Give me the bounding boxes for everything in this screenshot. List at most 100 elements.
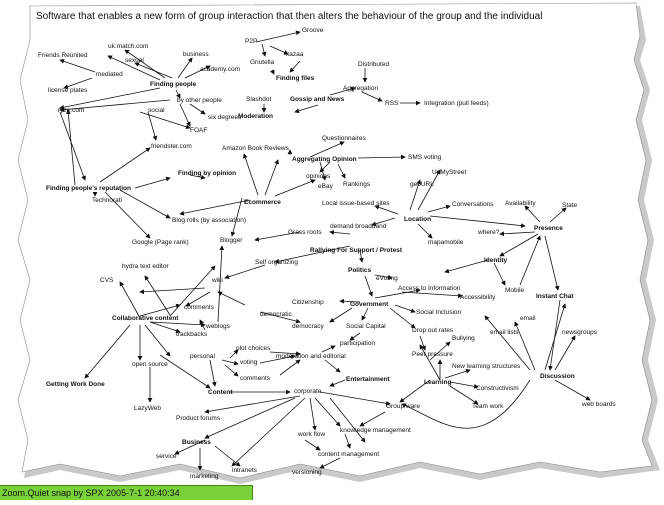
node-open-source: open source: [132, 361, 168, 368]
node-mediated: mediated: [96, 71, 123, 78]
node-integration: Integration (pull feeds): [424, 100, 489, 107]
snapshot-caption: Zoom.Quiet snap by SPX 2005-7-1 20:40:34: [0, 485, 253, 500]
node-finding-people: Finding people: [150, 81, 197, 88]
node-knowledge-management: knowledge management: [340, 427, 411, 434]
node-ukmatch: uk.match.com: [108, 43, 148, 50]
node-corporate: corporate: [294, 388, 322, 395]
node-foaf: FOAF: [190, 127, 207, 134]
node-opinions: opinions: [306, 173, 331, 180]
node-groove: Groove: [302, 27, 324, 34]
node-availability: Availability: [505, 200, 536, 207]
node-questionnaires: Questionnaires: [322, 135, 366, 142]
node-cvs: CVS: [100, 277, 114, 284]
node-intranets: intranets: [232, 467, 258, 474]
node-constructivism: Constructivism: [476, 385, 519, 392]
node-voting: voting: [240, 359, 258, 366]
node-aggregation: Aggregation: [343, 85, 378, 92]
node-business-small: business: [183, 51, 209, 58]
node-six-degrees: six degrees: [208, 114, 242, 121]
node-technorati: Technorati: [92, 197, 122, 204]
node-wiki: wiki: [211, 277, 223, 284]
node-web-boards: web boards: [581, 401, 616, 408]
node-teamwork: Team work: [472, 403, 504, 410]
node-gossip: Gossip and News: [290, 96, 345, 103]
node-democracy: democracy: [292, 323, 325, 330]
node-service: service: [156, 453, 177, 460]
node-slashdot: Slashdot: [246, 96, 271, 103]
node-lazyweb: LazyWeb: [134, 405, 161, 412]
node-weblogs: weblogs: [205, 323, 231, 330]
node-state: State: [562, 202, 578, 209]
node-ecommerce: Ecommerce: [244, 199, 281, 206]
node-sexual: sexual: [125, 57, 144, 64]
node-finding-opinion: Finding by opinion: [178, 170, 236, 177]
node-peer-pressure: Peer pressure: [412, 351, 453, 358]
node-ryze: ryze.com: [58, 107, 84, 114]
node-collaborative-content: Collaborative content: [112, 315, 179, 322]
node-google: Google (Page rank): [132, 239, 189, 246]
node-conversations: Conversations: [452, 201, 494, 208]
paper-sheet: [17, 2, 653, 479]
node-rankings: Rankings: [343, 181, 371, 188]
node-local-issue: Local issue-based sites: [322, 200, 390, 207]
node-self-organizing: Self organizing: [255, 259, 298, 266]
node-mobile: Mobile: [505, 287, 525, 294]
node-entertainment: Entertainment: [346, 376, 391, 383]
node-academy: academy.com: [200, 66, 240, 73]
node-presence: Presence: [534, 225, 563, 232]
node-groupware: Group ware: [386, 403, 420, 410]
node-blogrolls: Blog rolls (by association): [172, 217, 246, 224]
node-work-flow: work flow: [297, 431, 325, 438]
node-amazon: Amazon Book Reviews: [222, 145, 290, 152]
node-content: Content: [208, 389, 233, 396]
node-friends-reunited: Friends Reunited: [38, 52, 88, 59]
node-moderation-editorial: moderation and editorial: [276, 353, 346, 360]
node-hydra: hydra text editor: [122, 263, 169, 270]
node-ebay: eBay: [318, 183, 334, 190]
node-rallying: Rallying For Support / Protest: [310, 247, 403, 254]
node-kazaa: kazaa: [286, 51, 304, 58]
node-trackbacks: trackbacks: [176, 331, 208, 338]
node-social: social: [148, 107, 165, 114]
node-blogger: Blogger: [220, 237, 243, 244]
node-rss: RSS: [385, 100, 399, 107]
node-email-lists: email lists: [490, 329, 519, 336]
node-participation: participation: [340, 340, 375, 347]
edges: [59, 30, 591, 471]
node-identity: Identity: [484, 257, 507, 264]
node-bullying: Bullying: [452, 335, 475, 342]
diagram-title: Software that enables a new form of grou…: [36, 11, 542, 22]
node-by-other-people: by other people: [177, 97, 222, 104]
node-p2p: P2P: [245, 38, 257, 45]
node-social-inclusion: Social Inclusion: [416, 309, 462, 316]
node-license-plates: license plates: [48, 87, 88, 94]
node-comments-1: comments: [184, 304, 215, 311]
node-sms-voting: SMS voting: [408, 154, 442, 161]
node-politics: Politics: [348, 267, 372, 274]
node-access-info: Access to Information: [398, 285, 461, 292]
node-comments-2: comments: [240, 375, 271, 382]
node-demand: demand broadband: [330, 223, 387, 230]
node-newsgroups: newsgroups: [562, 329, 598, 336]
node-finding-files: Finding files: [276, 75, 315, 82]
node-personal: personal: [190, 353, 215, 360]
node-social-capital: Social Capital: [346, 323, 386, 330]
node-dropout: Drop out rates: [412, 327, 454, 334]
node-business: Business: [182, 439, 211, 446]
node-versioning: versioning: [292, 469, 322, 476]
node-new-learning: New learning structures: [452, 363, 521, 370]
node-government: Government: [350, 301, 389, 308]
node-accessibility: Accessibility: [460, 294, 496, 301]
node-learning: Learning: [424, 379, 451, 386]
node-finding-reputation: Finding people's reputation: [46, 185, 131, 192]
node-location: Location: [404, 216, 431, 223]
node-product-forums: Product forums: [176, 415, 221, 422]
node-democratic: democratic: [260, 311, 293, 318]
node-where: where?: [477, 229, 500, 236]
nodes: P2P Groove kazaa Gnutella Finding files …: [38, 27, 616, 480]
node-aggregating-opinion: Aggregating Opinion: [292, 156, 357, 163]
node-geourl: geoURL: [410, 181, 434, 188]
node-evoting: eVoting: [376, 275, 398, 282]
node-distributed: Distributed: [358, 61, 389, 68]
